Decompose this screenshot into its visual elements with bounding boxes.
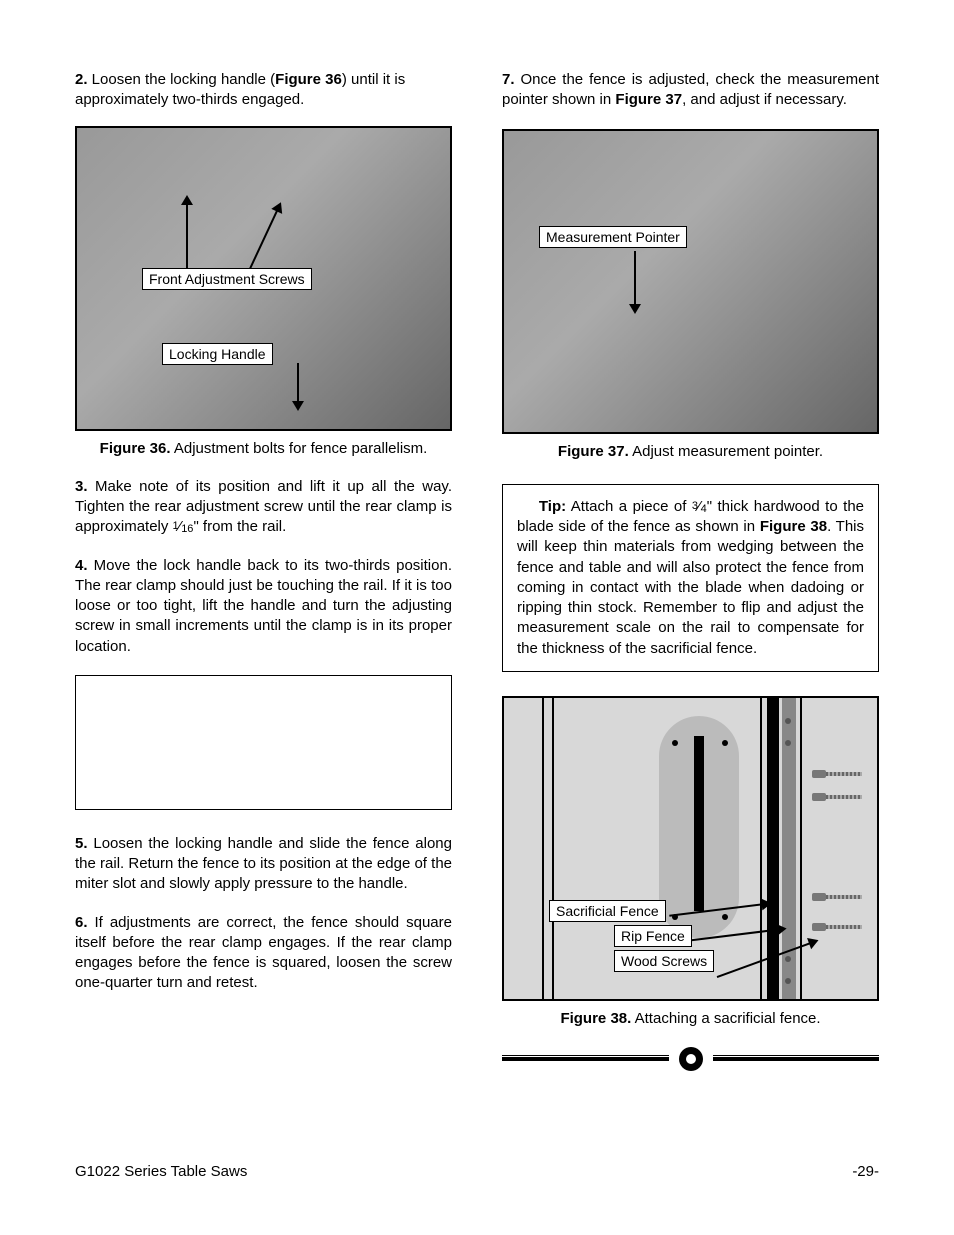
step-3-number: 3. [75,478,88,495]
label-measurement-pointer: Measurement Pointer [539,226,687,248]
decorative-bar [502,1057,669,1061]
screw-icon [812,893,862,901]
diagram-line [552,698,554,999]
two-column-layout: 2. Loosen the locking handle (Figure 36)… [75,70,879,1071]
diagram-line [542,698,544,999]
step-3-text-after: " from the rail. [193,518,286,535]
figure-38-caption-text: Attaching a sacrificial fence. [631,1010,820,1027]
footer-page-number: -29- [852,1163,879,1180]
step-4-paragraph: 4. Move the lock handle back to its two-… [75,556,452,657]
screw-icon [812,793,862,801]
figure-36-caption-text: Adjustment bolts for fence parallelism. [171,440,428,457]
step-4-number: 4. [75,557,88,574]
tip-text-after: . This will keep thin materials from wed… [517,518,864,657]
screw-icon [812,770,862,778]
tip-fig-ref: Figure 38 [760,518,827,535]
figure-37-caption: Figure 37. Adjust measurement pointer. [502,442,879,462]
page-footer: G1022 Series Table Saws -29- [75,1148,879,1180]
step-5-text: Loosen the locking handle and slide the … [75,835,452,893]
tip-label: Tip: [539,498,566,515]
diagram-line [760,698,762,999]
arrow-icon [634,251,636,306]
dot-icon [722,914,728,920]
decorative-divider [502,1047,879,1071]
step-7-fig-ref: Figure 37 [615,91,682,108]
dot-icon [785,718,791,724]
label-rip-fence: Rip Fence [614,925,692,947]
step-7-text-after: , and adjust if necessary. [682,91,847,108]
footer-line: G1022 Series Table Saws -29- [75,1163,879,1180]
empty-placeholder-box [75,675,452,810]
figure-37-caption-text: Adjust measurement pointer. [629,443,823,460]
figure-37-caption-prefix: Figure 37. [558,443,629,460]
tip-callout-box: Tip: Attach a piece of 3⁄4" thick hardwo… [502,484,879,672]
step-6-text: If adjustments are correct, the fence sh… [75,914,452,992]
figure-36-caption-prefix: Figure 36. [100,440,171,457]
fraction-numerator: 1 [173,520,179,532]
label-wood-screws: Wood Screws [614,950,714,972]
tip-text-before: Attach a piece of [566,498,692,515]
label-front-adjustment: Front Adjustment Screws [142,268,312,290]
figure-37-image: Measurement Pointer [502,129,879,434]
step-5-paragraph: 5. Loosen the locking handle and slide t… [75,834,452,895]
step-5-number: 5. [75,835,88,852]
arrow-icon [247,209,278,273]
decorative-bar [713,1057,880,1061]
step-7-number: 7. [502,71,515,88]
dot-icon [722,740,728,746]
screw-icon [812,923,862,931]
figure-38-caption: Figure 38. Attaching a sacrificial fence… [502,1009,879,1029]
left-column: 2. Loosen the locking handle (Figure 36)… [75,70,452,1071]
figure-36-caption: Figure 36. Adjustment bolts for fence pa… [75,439,452,459]
step-2-text-before: Loosen the locking handle ( [88,71,276,88]
diagram-slot [694,736,704,911]
step-2-paragraph: 2. Loosen the locking handle (Figure 36)… [75,70,452,111]
figure-38-diagram: Sacrificial Fence Rip Fence Wood Screws [504,698,877,999]
step-3-paragraph: 3. Make note of its position and lift it… [75,477,452,538]
arrow-icon [186,203,188,273]
diagram-line [800,698,802,999]
footer-left-text: G1022 Series Table Saws [75,1163,247,1180]
step-4-text: Move the lock handle back to its two-thi… [75,557,452,655]
figure-38-image: Sacrificial Fence Rip Fence Wood Screws [502,696,879,1001]
figure-36-image: Front Adjustment Screws Locking Handle [75,126,452,431]
step-2-fig-ref: Figure 36 [275,71,342,88]
dot-icon [785,956,791,962]
bear-logo-icon [679,1047,703,1071]
step-6-paragraph: 6. If adjustments are correct, the fence… [75,913,452,994]
label-sacrificial-fence: Sacrificial Fence [549,900,666,922]
dot-icon [785,740,791,746]
step-2-number: 2. [75,71,88,88]
step-6-number: 6. [75,914,88,931]
dot-icon [672,740,678,746]
fraction-numerator: 3 [692,500,698,512]
right-column: 7. Once the fence is adjusted, check the… [502,70,879,1071]
step-7-paragraph: 7. Once the fence is adjusted, check the… [502,70,879,111]
fraction-denominator: 16 [181,523,193,535]
arrow-icon [717,942,812,978]
label-locking-handle: Locking Handle [162,343,273,365]
arrow-icon [297,363,299,403]
figure-38-caption-prefix: Figure 38. [560,1010,631,1027]
dot-icon [785,978,791,984]
